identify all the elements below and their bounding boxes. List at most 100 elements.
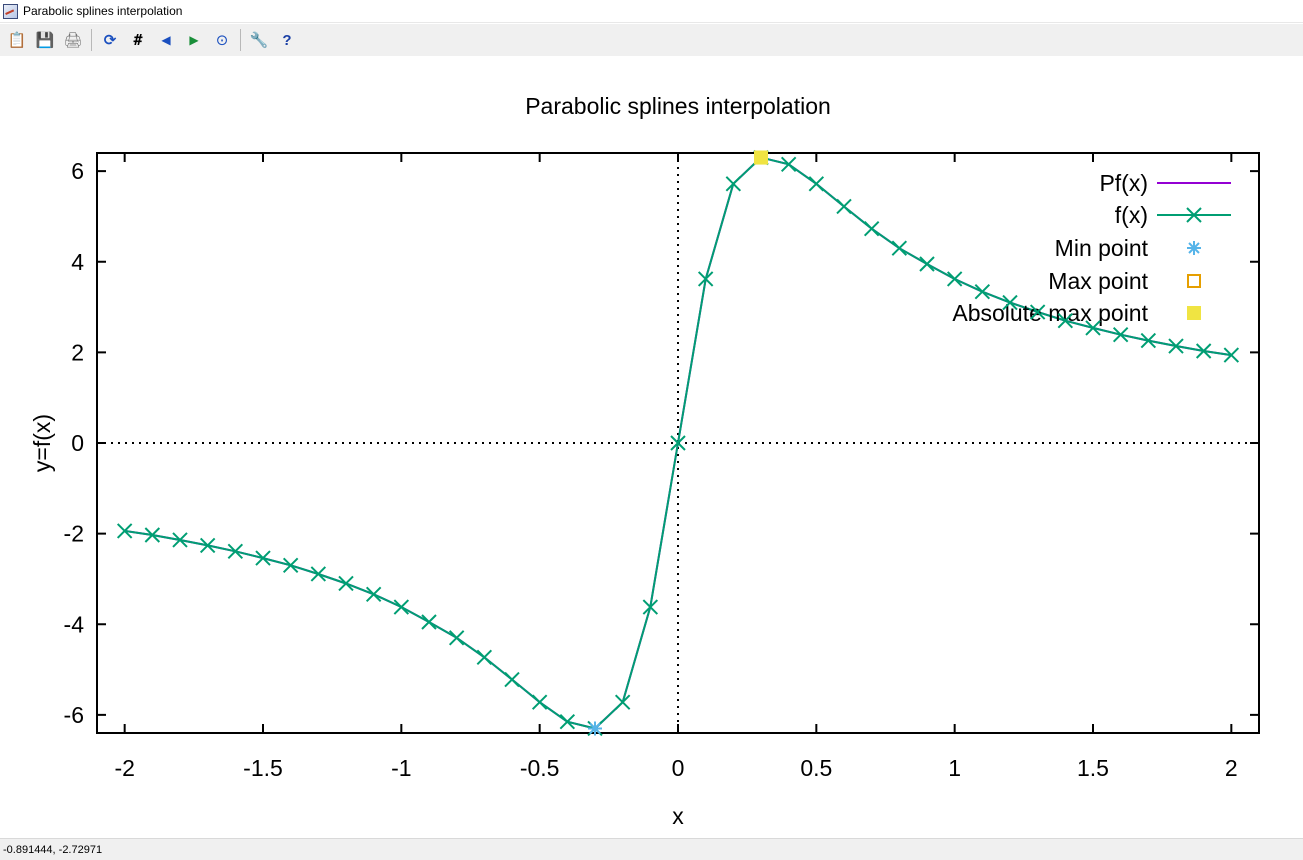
autoscale-button[interactable]: ⊙ [208, 27, 236, 53]
print-icon: 🖨 [63, 32, 83, 49]
f-data-point [1140, 332, 1157, 349]
grid-icon: # [133, 31, 143, 49]
legend-label: f(x) [1115, 202, 1148, 228]
autoscale-icon: ⊙ [215, 32, 229, 49]
title-bar: Parabolic splines interpolation [0, 0, 1303, 23]
f-data-point [365, 586, 382, 603]
replot-button[interactable]: ⟳ [96, 27, 124, 53]
zoom-next-button[interactable]: ▶ [180, 27, 208, 53]
replot-icon: ⟳ [103, 32, 117, 49]
export-button[interactable]: 💾 [31, 27, 59, 53]
x-tick-label: 0 [672, 755, 685, 781]
options-icon: 🔧 [249, 32, 269, 49]
f-data-point [891, 240, 908, 256]
x-tick-label: 0.5 [800, 755, 832, 781]
x-tick-label: 1 [948, 755, 961, 781]
zoom-next-icon: ▶ [189, 33, 199, 47]
status-bar: -0.891444, -2.72971 [0, 838, 1303, 860]
cursor-coordinates: -0.891444, -2.72971 [3, 843, 103, 856]
markers-layer [116, 149, 1240, 737]
f-data-point [282, 557, 299, 574]
toolbar-separator [240, 29, 241, 51]
f-data-point [670, 435, 686, 451]
chart: Parabolic splines interpolation -2 -1.5 -1… [29, 93, 1260, 829]
toolbar: 📋 💾 🖨 ⟳ # ◀ ▶ ⊙ 🔧 ? [0, 24, 1303, 56]
x-ticks: -2 -1.5 -1 -0.5 0 0.5 1 1.5 2 [114, 153, 1238, 781]
f-data-point [946, 271, 963, 287]
y-tick-label: 4 [71, 249, 84, 275]
f-data-point [725, 176, 742, 192]
f-data-point [310, 566, 327, 582]
x-tick-label: -1 [391, 755, 411, 781]
f-data-point [1112, 326, 1129, 343]
copy-clipboard-button[interactable]: 📋 [3, 27, 31, 53]
y-tick-label: 6 [71, 158, 84, 184]
f-data-point [531, 694, 548, 710]
y-tick-label: -4 [64, 611, 85, 637]
plot-area[interactable]: Parabolic splines interpolation -2 -1.5 -1… [0, 56, 1303, 838]
f-data-point [227, 543, 244, 560]
legend: Pf(x) f(x) Min point Max point Absolute max … [952, 170, 1231, 326]
x-tick-label: -2 [114, 755, 134, 781]
f-data-point [1168, 338, 1184, 354]
legend-sample-max [1187, 274, 1201, 288]
x-tick-label: -1.5 [243, 755, 283, 781]
f-data-point [642, 599, 659, 615]
grid-button[interactable]: # [124, 27, 152, 53]
x-tick-label: 1.5 [1077, 755, 1109, 781]
f-data-point [1057, 312, 1074, 329]
min-point-marker [588, 721, 602, 736]
legend-label: Pf(x) [1099, 170, 1148, 196]
y-tick-label: -6 [64, 702, 84, 728]
y-tick-label: 0 [71, 430, 84, 456]
legend-label: Min point [1055, 235, 1149, 261]
options-button[interactable]: 🔧 [245, 27, 273, 53]
export-icon: 💾 [35, 32, 55, 49]
legend-sample-f-marker [1186, 207, 1202, 223]
f-data-point [504, 671, 520, 688]
f-data-point [919, 256, 935, 272]
chart-title: Parabolic splines interpolation [525, 93, 831, 119]
f-data-point [448, 630, 465, 646]
f-data-point [780, 156, 797, 173]
y-tick-label: 2 [71, 339, 84, 365]
f-data-point [255, 550, 271, 566]
f-data-point [808, 176, 825, 192]
legend-sample-min [1187, 241, 1201, 255]
legend-label: Absolute max point [952, 300, 1148, 326]
help-button[interactable]: ? [273, 27, 301, 53]
y-ticks: -6 -4 -2 0 2 4 6 [64, 158, 1259, 728]
f-data-point [1029, 304, 1046, 320]
absolute-max-point-marker [754, 150, 768, 165]
f-data-point [476, 649, 493, 666]
legend-sample-absmax [1187, 306, 1201, 320]
f-data-point [559, 713, 576, 730]
toolbar-separator [91, 29, 92, 51]
f-data-point [338, 575, 354, 592]
f-data-point [836, 198, 852, 215]
f-data-point [974, 283, 991, 300]
print-button[interactable]: 🖨 [59, 27, 87, 53]
f-data-point [697, 271, 714, 287]
x-axis-label: x [672, 803, 684, 829]
zoom-previous-icon: ◀ [161, 33, 171, 47]
f-data-point [144, 527, 161, 543]
f-data-point [116, 523, 133, 539]
help-icon: ? [282, 31, 292, 49]
y-axis-label: y=f(x) [29, 414, 55, 472]
legend-label: Max point [1048, 268, 1148, 294]
x-tick-label: 2 [1225, 755, 1238, 781]
f-data-point [1085, 320, 1101, 336]
y-tick-label: -2 [64, 521, 84, 547]
f-data-point [614, 694, 631, 710]
f-data-point [199, 537, 216, 554]
x-tick-label: -0.5 [520, 755, 560, 781]
window-title: Parabolic splines interpolation [23, 4, 183, 18]
zoom-previous-button[interactable]: ◀ [152, 27, 180, 53]
app-icon [3, 3, 18, 19]
f-data-point [421, 614, 437, 630]
f-data-point [1002, 294, 1018, 311]
f-data-point [1195, 343, 1212, 359]
f-data-point [393, 599, 410, 615]
